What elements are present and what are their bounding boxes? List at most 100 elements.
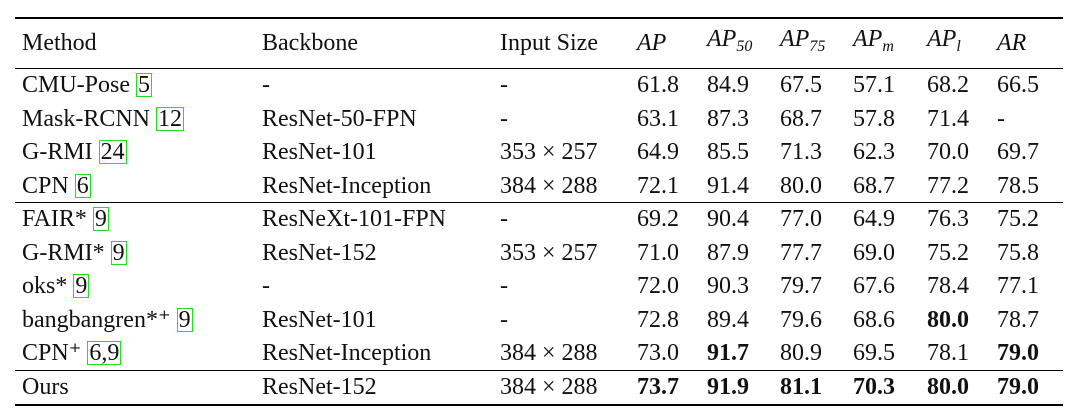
header-text: AP — [780, 26, 810, 52]
rule — [15, 68, 1063, 69]
input: - — [500, 105, 508, 132]
value-cell: 72.8 — [637, 306, 679, 334]
method: CPN — [22, 172, 69, 199]
value-cell: 87.9 — [707, 239, 749, 267]
method-cell: Ours — [22, 373, 69, 401]
header-cell: Input Size — [500, 29, 598, 57]
citation: 9 — [92, 206, 109, 232]
metric-value: 77.2 — [927, 172, 969, 199]
metric-value: 67.5 — [780, 72, 822, 98]
value-cell: 68.2 — [927, 71, 969, 99]
input: 384 × 288 — [500, 172, 598, 199]
value-cell: 78.7 — [997, 306, 1039, 334]
input-cell: - — [500, 105, 508, 133]
metric-value: 89.4 — [707, 306, 749, 333]
value-cell: 67.5 — [780, 71, 822, 99]
input: 384 × 288 — [500, 340, 598, 366]
value-cell: 75.8 — [997, 239, 1039, 267]
value-cell: 91.7 — [707, 339, 749, 367]
value-cell: 80.9 — [780, 339, 822, 367]
value-cell: 71.4 — [927, 105, 969, 133]
value-cell: 79.0 — [997, 339, 1039, 367]
metric-value: 71.4 — [927, 105, 969, 132]
input-cell: - — [500, 272, 508, 300]
metric-value: 72.8 — [637, 306, 679, 333]
header-cell: Backbone — [262, 29, 358, 57]
value-cell: 62.3 — [853, 138, 895, 166]
metric-value: 69.2 — [637, 206, 679, 232]
metric-value: 72.0 — [637, 273, 679, 299]
value-cell: 69.7 — [997, 138, 1039, 166]
value-cell: 68.7 — [853, 172, 895, 200]
metric-value: 63.1 — [637, 105, 679, 132]
rule — [15, 17, 1063, 19]
value-cell: 57.1 — [853, 71, 895, 99]
metric-value: 68.2 — [927, 72, 969, 98]
value-cell: 84.9 — [707, 71, 749, 99]
metric-value: 61.8 — [637, 72, 679, 98]
value-cell: 75.2 — [927, 239, 969, 267]
metric-value: 87.3 — [707, 105, 749, 132]
backbone: ResNet-152 — [262, 373, 377, 400]
value-cell: 73.0 — [637, 339, 679, 367]
value-cell: 80.0 — [927, 306, 969, 334]
input: - — [500, 206, 508, 232]
header-text: Method — [22, 30, 97, 56]
input: 353 × 257 — [500, 139, 598, 165]
backbone-cell: ResNet-Inception — [262, 172, 431, 200]
value-cell: 78.1 — [927, 339, 969, 367]
metric-value: 75.2 — [997, 206, 1039, 232]
value-cell: 70.0 — [927, 138, 969, 166]
citation: 12 — [156, 105, 185, 132]
metric-value: 91.4 — [707, 172, 749, 199]
value-cell: 89.4 — [707, 306, 749, 334]
method-cell: FAIR* 9 — [22, 205, 109, 233]
metric-value: 64.9 — [853, 206, 895, 232]
method: G-RMI — [22, 139, 93, 165]
metric-value: 90.4 — [707, 206, 749, 232]
input: 353 × 257 — [500, 239, 598, 266]
citation: 9 — [176, 306, 193, 333]
header-text: AR — [997, 30, 1027, 56]
value-cell: 69.2 — [637, 205, 679, 233]
header-subscript: l — [956, 38, 961, 55]
method: Mask-RCNN — [22, 105, 151, 132]
citation: 6,9 — [87, 340, 122, 366]
backbone: ResNet-Inception — [262, 340, 432, 366]
value-cell: - — [997, 105, 1005, 133]
method-cell: oks* 9 — [22, 272, 90, 300]
value-cell: 77.0 — [780, 205, 822, 233]
header-text: Backbone — [262, 30, 358, 56]
input-cell: 384 × 288 — [500, 172, 598, 200]
metric-value: 79.0 — [997, 373, 1039, 400]
backbone: - — [262, 72, 270, 98]
header-cell: APl — [927, 25, 961, 61]
backbone-cell: ResNet-152 — [262, 239, 377, 267]
backbone-cell: ResNet-101 — [262, 138, 377, 166]
citation: 6 — [74, 172, 91, 199]
backbone-cell: - — [262, 71, 270, 99]
input-cell: 384 × 288 — [500, 373, 598, 401]
header-cell: APm — [853, 25, 894, 61]
header-subscript: 50 — [736, 38, 753, 55]
backbone: ResNeXt-101-FPN — [262, 206, 446, 232]
value-cell: 77.2 — [927, 172, 969, 200]
metric-value: 91.9 — [707, 373, 749, 400]
value-cell: 71.0 — [637, 239, 679, 267]
backbone-cell: ResNet-Inception — [262, 339, 431, 367]
metric-value: 57.8 — [853, 105, 895, 132]
rule — [15, 202, 1063, 203]
citation: 24 — [98, 139, 127, 165]
header-cell: AP50 — [707, 25, 752, 61]
input: - — [500, 72, 508, 98]
value-cell: 57.8 — [853, 105, 895, 133]
metric-value: 84.9 — [707, 72, 749, 98]
metric-value: 91.7 — [707, 340, 749, 366]
input: - — [500, 306, 508, 333]
value-cell: 77.1 — [997, 272, 1039, 300]
value-cell: 76.3 — [927, 205, 969, 233]
value-cell: 87.3 — [707, 105, 749, 133]
method-cell: G-RMI 24 — [22, 138, 127, 166]
value-cell: 78.5 — [997, 172, 1039, 200]
metric-value: 76.3 — [927, 206, 969, 232]
